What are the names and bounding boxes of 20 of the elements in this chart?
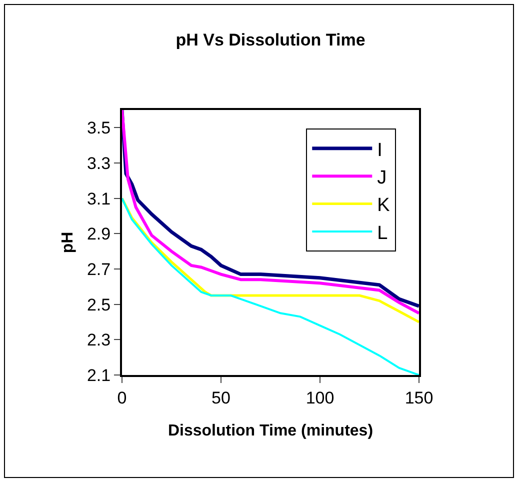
chart-title: pH Vs Dissolution Time: [176, 30, 366, 50]
y-tick-label: 2.3: [86, 330, 111, 350]
x-tick-label: 150: [404, 388, 434, 408]
y-tick-label: 2.5: [86, 295, 111, 314]
legend-label: J: [377, 168, 387, 189]
x-tick-label: 50: [212, 388, 230, 408]
x-tick-label: 0: [117, 388, 127, 408]
y-tick-label: 2.7: [86, 260, 111, 279]
y-tick-label: 3.3: [86, 154, 111, 173]
legend-label: I: [377, 140, 382, 161]
x-axis-title: Dissolution Time (minutes): [168, 422, 374, 440]
line-series: [122, 197, 419, 375]
legend-label: L: [377, 222, 388, 244]
y-tick-label: 3.1: [86, 189, 111, 208]
y-tick-label: 2.9: [86, 224, 111, 244]
y-tick-label: 3.5: [86, 118, 111, 138]
y-axis-title: pH: [59, 232, 76, 254]
legend-label: K: [377, 195, 390, 216]
y-tick-label: 2.1: [86, 366, 111, 385]
x-tick-label: 100: [306, 388, 334, 408]
